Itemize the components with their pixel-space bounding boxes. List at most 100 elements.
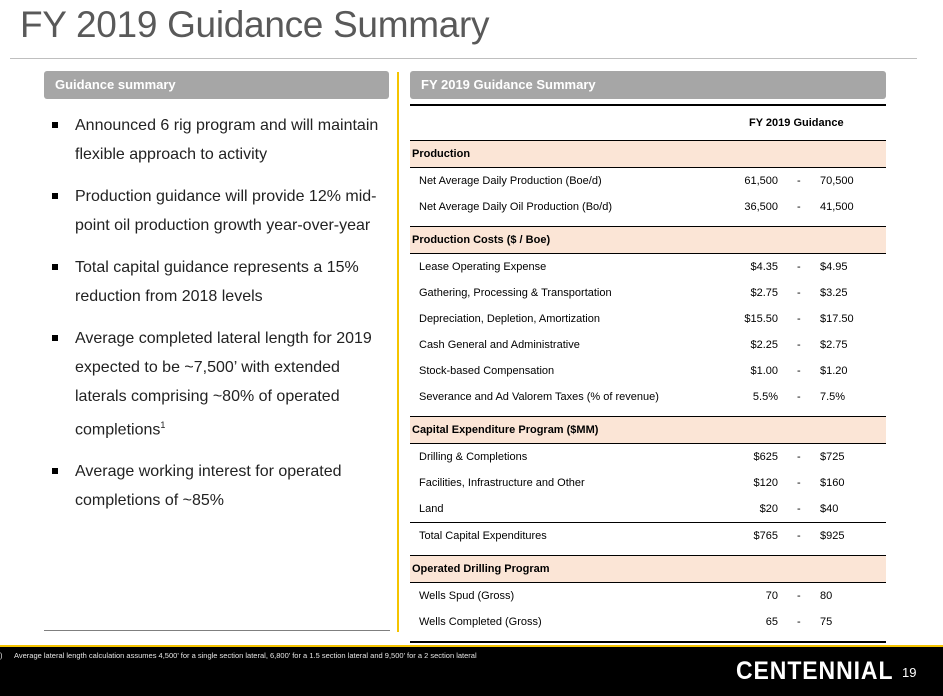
- row-label: Total Capital Expenditures: [419, 530, 547, 542]
- row-high-value: 7.5%: [820, 391, 846, 403]
- row-low-value: $765: [753, 530, 778, 542]
- table-row: Gathering, Processing & Transportation $…: [410, 280, 886, 306]
- bullet-text: Production guidance will provide 12% mid…: [75, 188, 377, 234]
- page-number: 19: [902, 665, 917, 680]
- row-high-value: 80: [820, 590, 833, 602]
- bullet-item: Production guidance will provide 12% mid…: [52, 182, 387, 240]
- row-label: Wells Completed (Gross): [419, 616, 542, 628]
- table-bottom-rule: [410, 641, 886, 643]
- table-row: Facilities, Infrastructure and Other $12…: [410, 470, 886, 496]
- company-logo: CENTENNIAL: [736, 657, 894, 685]
- row-low-value: 61,500: [744, 175, 778, 187]
- table-row: Land $20 - $40: [410, 496, 886, 522]
- row-high-value: 75: [820, 616, 833, 628]
- row-label: Depreciation, Depletion, Amortization: [419, 313, 600, 325]
- bullet-square-icon: [52, 468, 58, 475]
- row-range-separator: -: [797, 365, 801, 377]
- footnote: ) Average lateral length calculation assu…: [0, 651, 477, 660]
- row-range-separator: -: [797, 391, 801, 403]
- column-header-label: FY 2019 Guidance: [749, 117, 844, 129]
- row-high-value: $1.20: [820, 365, 848, 377]
- row-high-value: $17.50: [820, 313, 854, 325]
- footnote-reference: 1: [160, 420, 166, 430]
- section-operated-drilling: Operated Drilling Program: [410, 556, 886, 583]
- row-high-value: $2.75: [820, 339, 848, 351]
- row-high-value: 41,500: [820, 201, 854, 213]
- row-low-value: $1.00: [750, 365, 778, 377]
- footnote-text: Average lateral length calculation assum…: [14, 651, 477, 660]
- section-production: Production: [410, 141, 886, 168]
- bullet-text: Announced 6 rig program and will maintai…: [75, 117, 379, 163]
- table-row: Depreciation, Depletion, Amortization $1…: [410, 306, 886, 332]
- page-title: FY 2019 Guidance Summary: [20, 4, 490, 45]
- row-low-value: 36,500: [744, 201, 778, 213]
- bullet-item: Announced 6 rig program and will maintai…: [52, 111, 387, 169]
- footer-bar: ) Average lateral length calculation assu…: [0, 645, 943, 696]
- section-separator: [410, 226, 886, 227]
- table-row: Stock-based Compensation $1.00 - $1.20: [410, 358, 886, 384]
- left-panel-bottom-rule: [44, 630, 390, 631]
- row-high-value: 70,500: [820, 175, 854, 187]
- title-divider: [10, 58, 917, 59]
- row-range-separator: -: [797, 339, 801, 351]
- row-high-value: $40: [820, 503, 839, 515]
- row-high-value: $925: [820, 530, 845, 542]
- row-range-separator: -: [797, 616, 801, 628]
- row-range-separator: -: [797, 503, 801, 515]
- table-row: Drilling & Completions $625 - $725: [410, 444, 886, 470]
- row-range-separator: -: [797, 590, 801, 602]
- bullet-square-icon: [52, 335, 58, 341]
- row-label: Stock-based Compensation: [419, 365, 555, 377]
- row-high-value: $725: [820, 451, 845, 463]
- row-low-value: $4.35: [750, 261, 778, 273]
- row-label: Gathering, Processing & Transportation: [419, 287, 612, 299]
- row-low-value: 5.5%: [752, 391, 778, 403]
- row-label: Net Average Daily Oil Production (Bo/d): [419, 201, 612, 213]
- table-row-total: Total Capital Expenditures $765 - $925: [410, 522, 886, 549]
- bullet-item: Average completed lateral length for 201…: [52, 324, 387, 444]
- bullet-text: Average working interest for operated co…: [75, 463, 342, 510]
- row-label: Land: [419, 503, 444, 515]
- row-range-separator: -: [797, 175, 801, 187]
- row-low-value: $120: [753, 477, 778, 489]
- table-row: Lease Operating Expense $4.35 - $4.95: [410, 254, 886, 280]
- bullet-item: Average working interest for operated co…: [52, 457, 387, 515]
- row-label: Drilling & Completions: [419, 451, 528, 463]
- section-capital-expenditure: Capital Expenditure Program ($MM): [410, 417, 886, 444]
- row-low-value: $2.75: [750, 287, 778, 299]
- guidance-table-header: FY 2019 Guidance Summary: [410, 71, 886, 99]
- row-high-value: $3.25: [820, 287, 848, 299]
- row-range-separator: -: [797, 477, 801, 489]
- table-row: Wells Completed (Gross) 65 - 75: [410, 609, 886, 635]
- row-label: Facilities, Infrastructure and Other: [419, 477, 585, 489]
- row-range-separator: -: [797, 287, 801, 299]
- row-range-separator: -: [797, 261, 801, 273]
- row-low-value: 70: [765, 590, 778, 602]
- table-row: Wells Spud (Gross) 70 - 80: [410, 583, 886, 609]
- bullet-text: Average completed lateral length for 201…: [75, 330, 372, 439]
- section-separator: [410, 555, 886, 556]
- bullet-square-icon: [52, 122, 58, 128]
- row-low-value: 65: [765, 616, 778, 628]
- table-row: Severance and Ad Valorem Taxes (% of rev…: [410, 384, 886, 410]
- row-low-value: $2.25: [750, 339, 778, 351]
- guidance-table: FY 2019 Guidance Production Net Average …: [410, 104, 886, 643]
- guidance-bullet-list: Announced 6 rig program and will maintai…: [52, 111, 387, 528]
- row-label: Cash General and Administrative: [419, 339, 580, 351]
- row-range-separator: -: [797, 313, 801, 325]
- row-range-separator: -: [797, 451, 801, 463]
- row-low-value: $625: [753, 451, 778, 463]
- section-production-costs: Production Costs ($ / Boe): [410, 227, 886, 254]
- footnote-marker: ): [0, 651, 3, 660]
- row-low-value: $15.50: [744, 313, 778, 325]
- row-label: Net Average Daily Production (Boe/d): [419, 175, 602, 187]
- row-label: Severance and Ad Valorem Taxes (% of rev…: [419, 391, 659, 403]
- row-label: Wells Spud (Gross): [419, 590, 515, 602]
- table-row: Cash General and Administrative $2.25 - …: [410, 332, 886, 358]
- row-label: Lease Operating Expense: [419, 261, 547, 273]
- bullet-square-icon: [52, 193, 58, 199]
- guidance-summary-header: Guidance summary: [44, 71, 389, 99]
- row-high-value: $160: [820, 477, 845, 489]
- bullet-text: Total capital guidance represents a 15% …: [75, 259, 359, 305]
- section-separator: [410, 416, 886, 417]
